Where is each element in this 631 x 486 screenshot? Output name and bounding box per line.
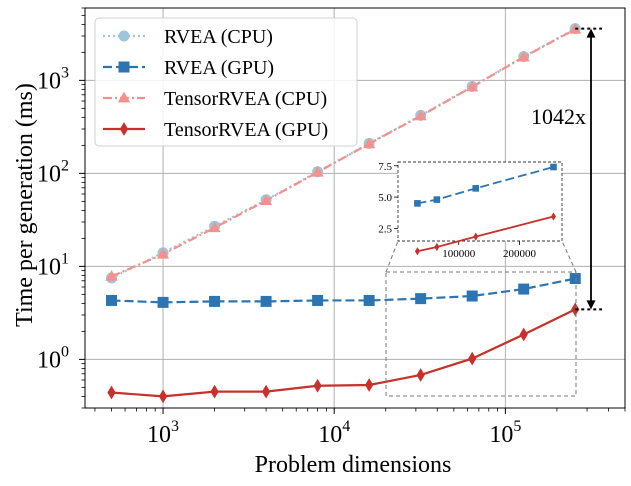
inset-series: [414, 212, 556, 256]
data-point: [517, 50, 530, 62]
data-point: [468, 351, 477, 366]
series-tensorrvea-gpu: [107, 302, 580, 404]
series-line: [111, 28, 576, 278]
data-point: [518, 283, 530, 295]
legend-label: TensorRVEA (CPU): [164, 88, 327, 110]
legend-label: TensorRVEA (GPU): [164, 119, 328, 141]
data-point: [158, 389, 168, 404]
inset-data-point: [434, 242, 440, 252]
legend-item: RVEA (CPU): [103, 26, 273, 48]
legend-label: RVEA (CPU): [164, 26, 273, 48]
inset-series: [414, 163, 557, 207]
inset-data-point: [551, 212, 556, 221]
data-point: [210, 384, 219, 399]
minor-ticks: [81, 7, 626, 412]
plot-frame: [84, 7, 626, 409]
data-point: [415, 293, 427, 305]
y-axis-label: Time per generation (ms): [12, 83, 38, 327]
y-tick-label: 103: [37, 64, 69, 94]
tick-labels: 103 104 105 100 101 102 103: [37, 64, 521, 448]
data-point: [106, 294, 118, 306]
legend-item: RVEA (GPU): [103, 57, 274, 79]
speedup-annotation: 1042x: [531, 27, 602, 311]
inset-y-tick-label: 7.5: [378, 161, 392, 173]
inset-data-point: [414, 247, 420, 256]
inset-zoom-region: [385, 271, 577, 397]
inset-series-line: [417, 166, 554, 205]
inset-connector-left: [385, 240, 399, 273]
data-point: [156, 247, 170, 259]
legend-marker: [117, 91, 131, 103]
inset-y-tick-label: 5.0: [378, 192, 392, 204]
data-point: [209, 295, 221, 307]
data-point: [107, 385, 116, 400]
inset-data-point: [414, 200, 421, 207]
inset-data-point: [433, 196, 441, 203]
series-tensorrvea-cpu: [105, 22, 582, 281]
data-point: [519, 327, 528, 342]
data-point: [261, 384, 271, 399]
legend-box: [94, 17, 358, 147]
inset-y-tick-label: 2.5: [378, 223, 392, 235]
legend-item: TensorRVEA (CPU): [103, 88, 327, 110]
inset-data-point: [473, 232, 479, 241]
speedup-label: 1042x: [531, 104, 586, 129]
data-point: [312, 294, 324, 306]
inset-data-point: [550, 163, 557, 171]
data-point: [466, 290, 478, 302]
data-point: [414, 109, 427, 121]
x-axis-label: Problem dimensions: [255, 452, 452, 478]
x-tick-label: 103: [147, 418, 179, 448]
data-point: [260, 295, 272, 307]
annotation-arrow-head-up: [586, 28, 596, 38]
data-point: [311, 165, 324, 177]
data-point: [569, 273, 581, 285]
series-layer: [105, 22, 582, 404]
y-tick-label: 102: [37, 157, 69, 187]
data-point: [363, 137, 376, 149]
data-point: [157, 296, 169, 308]
inset-data-point: [472, 185, 480, 192]
legend-marker: [119, 122, 129, 136]
data-point: [208, 221, 221, 233]
x-tick-label: 104: [318, 418, 350, 448]
inset-x-tick-label: 200000: [503, 248, 537, 260]
data-point: [466, 80, 479, 92]
data-point: [313, 378, 322, 393]
inset-series-line: [417, 215, 554, 253]
data-point: [260, 194, 273, 205]
y-tick-label: 100: [37, 343, 69, 373]
legend-marker: [118, 30, 130, 42]
data-point: [105, 270, 118, 281]
legend-label: RVEA (GPU): [164, 57, 274, 79]
annotation-arrow-head-down: [586, 300, 596, 310]
legend-item: TensorRVEA (GPU): [103, 119, 328, 141]
series-rvea-gpu: [106, 273, 581, 308]
legend: RVEA (CPU) RVEA (GPU) TensorRVEA (CPU) Tens…: [94, 17, 358, 147]
y-tick-label: 101: [37, 250, 69, 280]
x-tick-label: 105: [489, 418, 521, 448]
legend-marker: [118, 61, 130, 73]
data-point: [363, 294, 375, 306]
inset-x-tick-label: 100000: [442, 248, 476, 260]
inset-chart: 100000 200000 2.5 5.0 7.5: [378, 161, 563, 260]
major-ticks: [79, 79, 506, 414]
data-point: [365, 378, 374, 392]
data-point: [416, 368, 425, 382]
inset-connector-right: [561, 240, 577, 273]
series-line: [111, 308, 576, 398]
